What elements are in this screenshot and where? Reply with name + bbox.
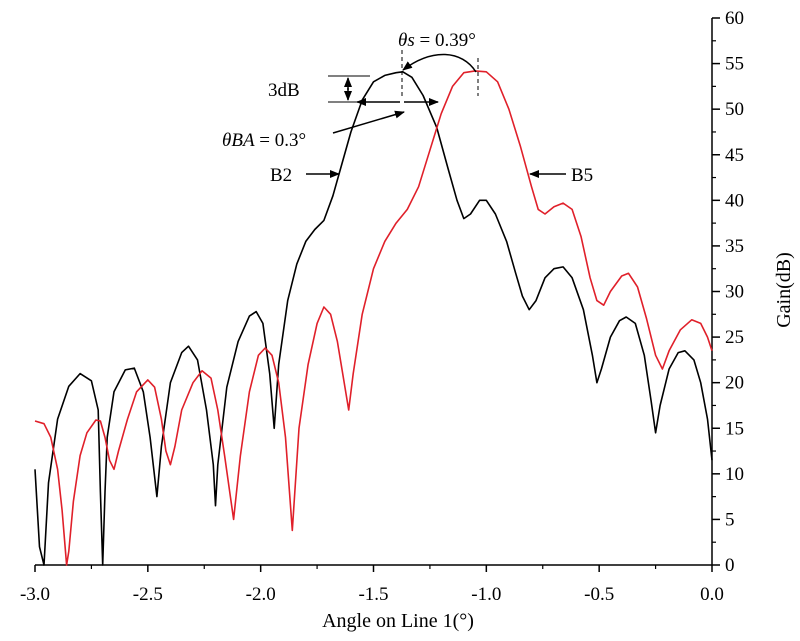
x-tick-label: 0.0: [700, 584, 724, 605]
y-tick-label: 30: [725, 282, 744, 303]
x-tick-label: -1.0: [471, 584, 501, 605]
x-tick-label: -0.5: [584, 584, 614, 605]
db-label: 3dB: [268, 80, 300, 101]
theta-s-arrow: [402, 53, 477, 73]
theta-s-label: θs = 0.39°: [398, 30, 476, 51]
annotations: θs = 0.39° 3dB θBA = 0.3° B2 B5: [222, 30, 593, 186]
y-tick-label: 45: [725, 145, 744, 166]
y-tick-label: 20: [725, 373, 744, 394]
theta-ba-value: = 0.3°: [255, 130, 307, 151]
y-tick-label: 0: [725, 555, 735, 576]
y-tick-label: 60: [725, 8, 744, 29]
theta-ba-pointer: [332, 110, 405, 134]
y-tick-label: 25: [725, 327, 744, 348]
theta-s-value: = 0.39°: [415, 30, 476, 51]
series-group: [34, 70, 713, 566]
y-tick-label: 55: [725, 54, 744, 75]
x-tick-label: -2.0: [246, 584, 276, 605]
x-tick-label: -1.5: [358, 584, 388, 605]
theta-ba-symbol: θBA: [222, 130, 255, 151]
y-ticks: 0 5 10 15 20 25 30 35 40 45 50 55 60: [712, 8, 744, 576]
x-tick-label: -3.0: [20, 584, 50, 605]
b2-label: B2: [270, 165, 292, 186]
x-ticks: -3.0 -2.5 -2.0 -1.5 -1.0 -0.5 0.0: [20, 565, 724, 605]
y-tick-label: 35: [725, 236, 744, 257]
b5-label: B5: [571, 165, 593, 186]
y-tick-label: 40: [725, 190, 744, 211]
y-tick-label: 15: [725, 418, 744, 439]
y-tick-label: 10: [725, 464, 744, 485]
y-tick-label: 5: [725, 509, 735, 530]
series-line-b5: [34, 70, 713, 566]
theta-s-symbol: θs: [398, 30, 415, 51]
x-axis-title: Angle on Line 1(°): [322, 610, 474, 632]
x-tick-label: -2.5: [133, 584, 163, 605]
theta-ba-label: θBA = 0.3°: [222, 130, 306, 151]
series-line-b2: [34, 71, 713, 566]
y-axis-title: Gain(dB): [773, 252, 795, 328]
y-tick-label: 50: [725, 99, 744, 120]
